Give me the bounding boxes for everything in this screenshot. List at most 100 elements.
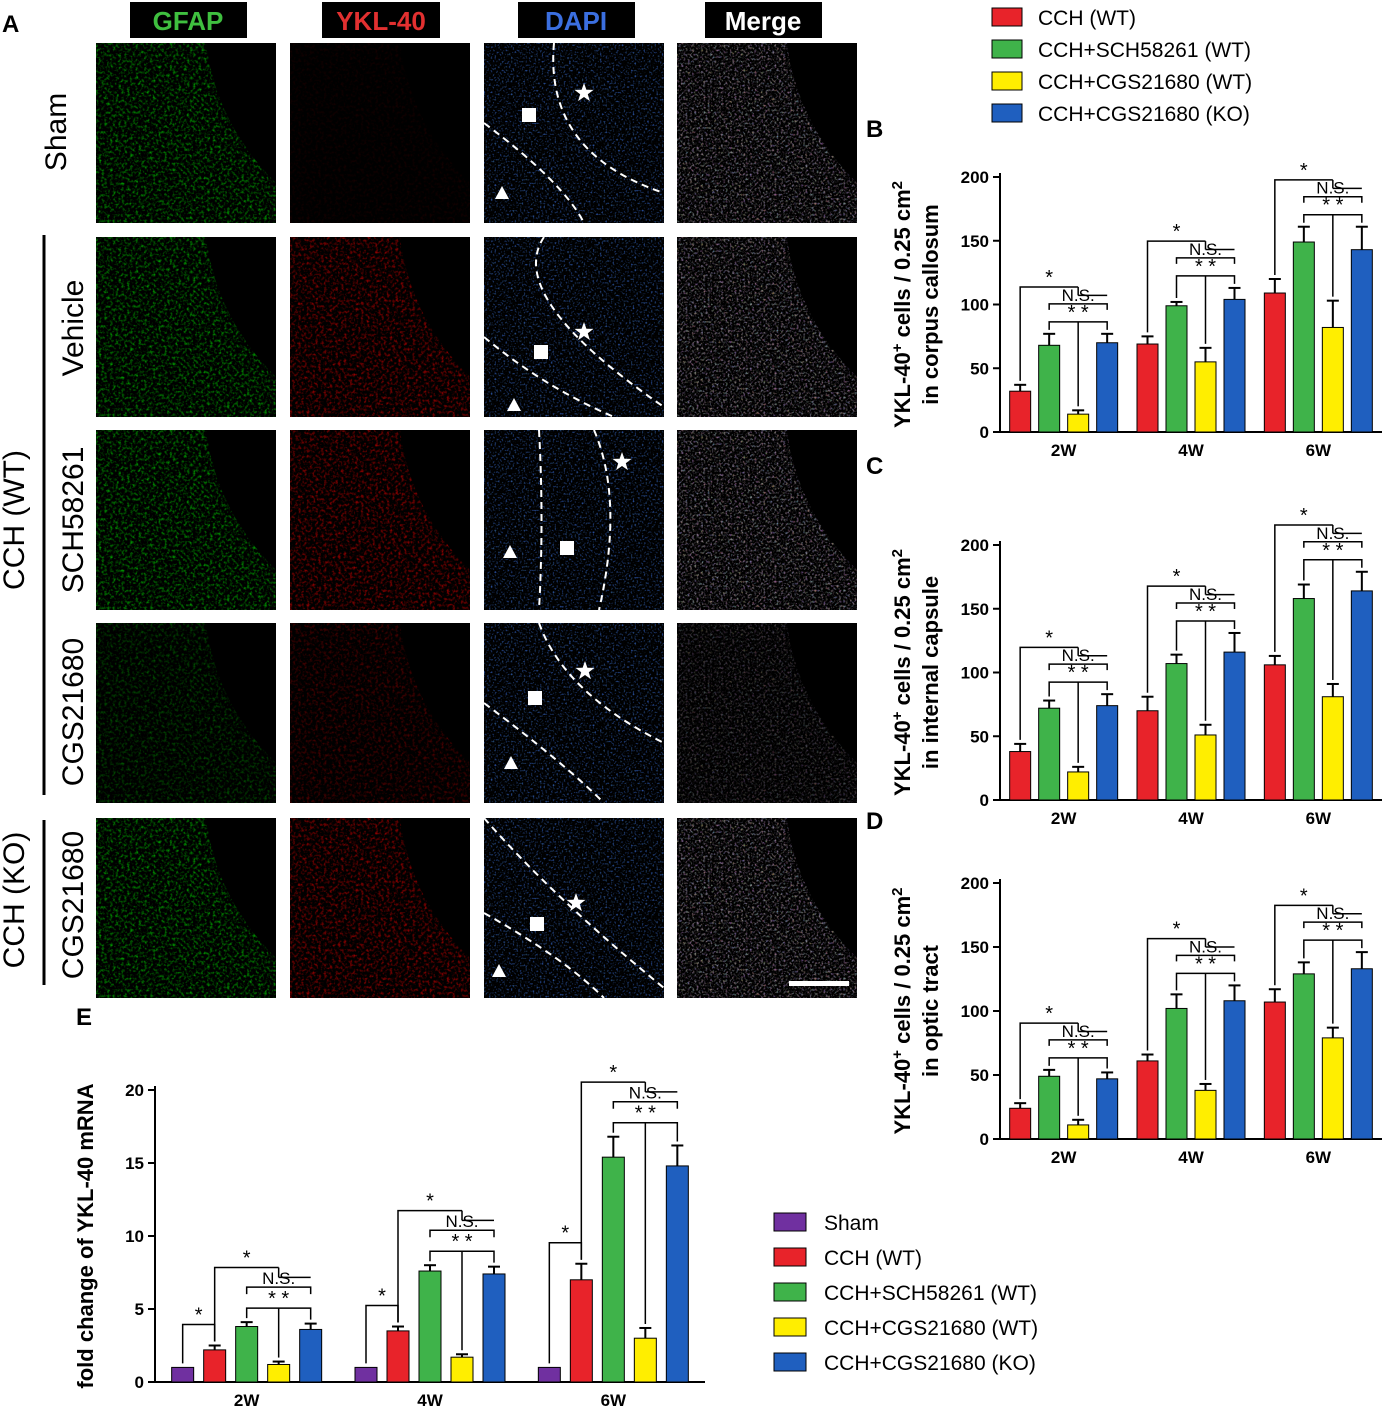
bar [1096,1078,1119,1140]
sig-double-star: * * [635,1103,656,1125]
star-marker-icon [612,452,632,471]
bar [1194,361,1217,433]
group-label-cch-ko: CCH (KO) [0,832,31,969]
bar [569,1279,593,1383]
y-axis-label-line2: in internal capsule [918,576,943,769]
region-boundary [483,336,615,418]
micrograph-texture [484,43,664,223]
ns-bracket [1303,921,1363,929]
region-boundary [538,622,665,744]
sig-bracket-sham [548,1241,583,1364]
bar [1223,298,1246,433]
micrograph-r3-merge [677,430,857,610]
x-tick-label: 2W [1051,809,1077,828]
micrograph-texture [484,237,664,417]
row-label-sham: Sham [40,93,73,171]
legend-swatch [991,7,1023,27]
sig-star: * [1300,885,1308,907]
bar [1067,1124,1090,1140]
bar [1136,1060,1159,1140]
y-tick-label: 200 [961,874,989,893]
bar [299,1328,323,1383]
legend-bottom: Sham CCH (WT) CCH+SCH58261 (WT) CCH+CGS2168… [773,1212,1038,1375]
bar [1321,696,1344,801]
sig-star: * [1045,627,1053,649]
micrograph-r5-gfap [96,818,276,998]
triangle-marker-icon [503,545,517,558]
micrograph-r2-merge [677,237,857,417]
legend-label: CCH+SCH58261 (WT) [1038,39,1251,62]
square-marker-icon [534,345,548,359]
legend-swatch [773,1317,807,1337]
micrograph-texture [484,430,664,610]
sig-star: * [1045,267,1053,289]
sig-star: * [195,1305,203,1327]
y-axis-label-sup: 2 [889,181,906,189]
square-marker-icon [530,917,544,931]
y-tick-label: 200 [961,536,989,555]
y-tick-label: 150 [961,232,989,251]
square-marker-icon [522,108,536,122]
micrograph-r2-ykl40 [290,237,470,417]
sig-bracket [397,1209,462,1323]
bar [171,1366,195,1383]
region-boundary [483,122,585,224]
scale-bar [789,981,849,986]
sig-double-star: * * [1195,953,1216,975]
sig-bracket-sham [365,1304,399,1364]
bar [1350,968,1373,1140]
y-tick-label: 10 [125,1227,144,1246]
y-axis-label-sup: + [889,1050,906,1059]
square-marker-icon [528,691,542,705]
y-tick-label: 100 [961,296,989,315]
y-axis-label-sup: + [889,711,906,720]
bar [1263,292,1286,433]
micrograph-r5-dapi [483,817,665,999]
panel-letter: E [76,1004,92,1031]
bar [1067,413,1090,433]
sig-star: * [378,1286,386,1308]
header-dapi-box [518,2,635,38]
group-label-cch-wt: CCH (WT) [0,450,31,590]
bar [1292,973,1315,1140]
sig-double-star: * * [1322,195,1343,217]
ns-bracket [612,1100,679,1109]
region-boundary [552,42,665,194]
micrograph-r4-gfap [96,623,276,803]
bar [203,1349,227,1383]
x-tick-label: 6W [1306,441,1332,460]
bar [665,1165,689,1383]
micrograph-r5-ykl40 [290,818,470,998]
bar [1165,305,1188,433]
bar [1223,651,1246,801]
sig-bracket [213,1266,279,1342]
micrograph-r4-merge [677,623,857,803]
sig-bracket-sham [181,1323,216,1364]
legend-swatch [773,1282,807,1302]
y-axis-label-sup: 2 [889,887,906,895]
micrograph-r1-dapi [483,42,665,224]
bar [1321,1037,1344,1140]
y-axis-label: YKL-40+ cells / 0.25 cm2 [889,887,916,1134]
bar [1067,771,1090,801]
y-axis-label-part: cells / 0.25 cm [890,896,915,1050]
y-tick-label: 5 [135,1300,144,1319]
region-boundary [483,912,605,999]
sig-bracket [580,1081,646,1260]
region-boundary [483,702,605,804]
ns-label: N.S. [629,1084,662,1103]
star-marker-icon [574,322,594,341]
x-tick-label: 4W [1178,1148,1204,1167]
ns-bracket [1175,954,1236,962]
ns-bracket [429,1229,495,1238]
y-tick-label: 100 [961,1002,989,1021]
legend-swatch [773,1352,807,1372]
sig-double-star: * * [1322,540,1343,562]
legend-swatch [991,39,1023,59]
sig-bracket [1274,904,1333,986]
triangle-marker-icon [495,186,509,199]
region-boundary [593,429,612,611]
triangle-marker-icon [504,756,518,769]
